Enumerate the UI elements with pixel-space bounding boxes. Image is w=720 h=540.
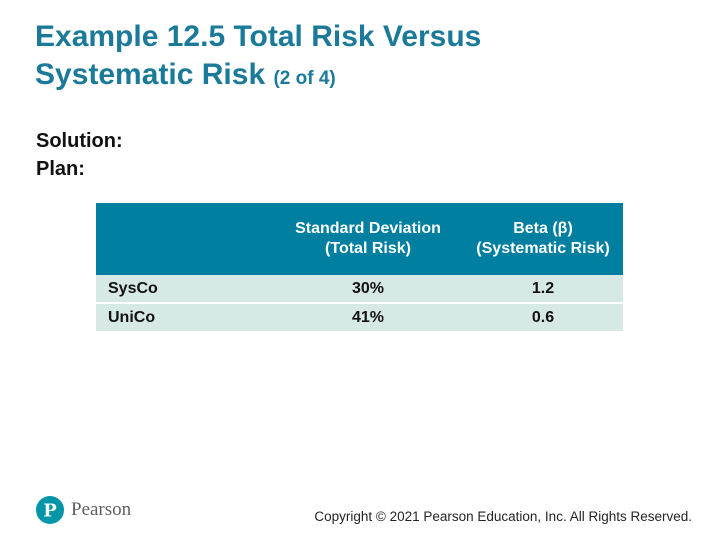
solution-label: Solution: — [36, 130, 123, 152]
solution-plan-block: Solution: Plan: — [36, 128, 123, 183]
risk-table: Standard Deviation (Total Risk) Beta (β)… — [96, 203, 623, 331]
svg-text:P: P — [43, 501, 57, 522]
beta-value: 0.6 — [463, 302, 623, 331]
table-header-beta: Beta (β) (Systematic Risk) — [463, 203, 623, 275]
std-dev-value: 30% — [273, 275, 463, 303]
plan-label: Plan: — [36, 157, 85, 180]
table-header-empty — [96, 203, 273, 275]
title-pagination: (2 of 4) — [273, 67, 336, 89]
table-row: SysCo 30% 1.2 — [96, 275, 623, 303]
copyright-text: Copyright © 2021 Pearson Education, Inc.… — [314, 509, 692, 524]
table-header-std-dev: Standard Deviation (Total Risk) — [273, 203, 463, 275]
table-row: UniCo 41% 0.6 — [96, 302, 623, 331]
pearson-logo-icon: P — [36, 496, 64, 524]
beta-value: 1.2 — [463, 275, 623, 303]
company-label: SysCo — [96, 275, 273, 303]
std-dev-value: 41% — [273, 302, 463, 331]
pearson-logo: P Pearson — [36, 496, 131, 524]
title-text: Example 12.5 Total Risk Versus Systemati… — [35, 20, 482, 91]
pearson-logo-text: Pearson — [71, 499, 132, 520]
page-title: Example 12.5 Total Risk Versus Systemati… — [35, 18, 615, 93]
company-label: UniCo — [96, 302, 273, 331]
table-header-row: Standard Deviation (Total Risk) Beta (β)… — [96, 203, 623, 275]
